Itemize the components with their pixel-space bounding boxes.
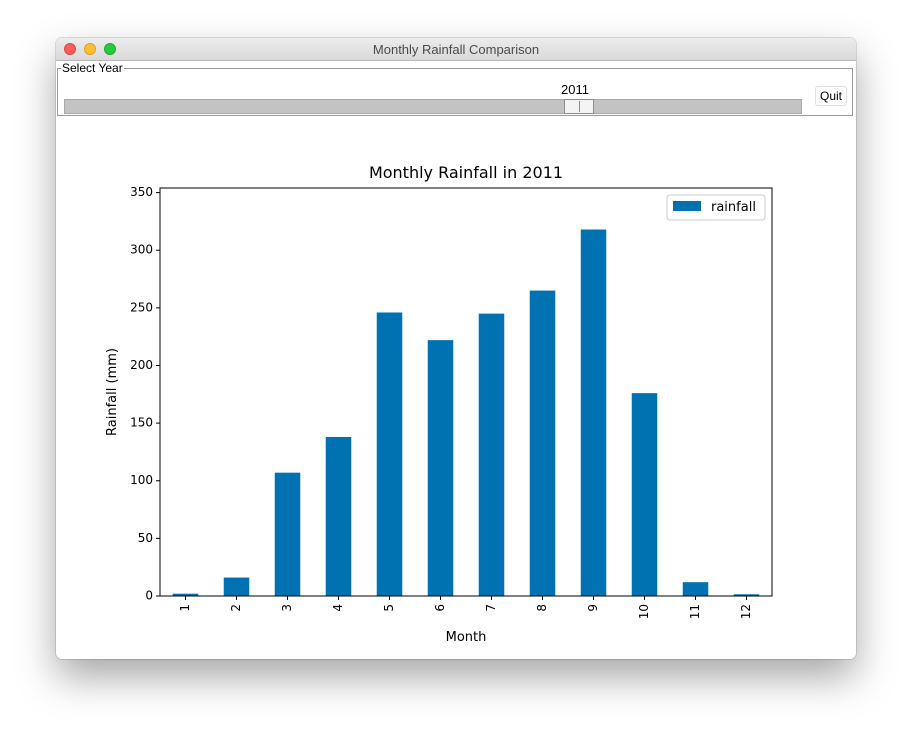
legend-swatch — [673, 201, 701, 211]
y-tick-label: 250 — [130, 300, 153, 314]
window-title: Monthly Rainfall Comparison — [372, 42, 540, 57]
bar-month-12 — [733, 594, 760, 596]
quit-button[interactable]: Quit — [815, 86, 847, 106]
y-tick-label: 300 — [130, 243, 153, 257]
x-tick-label: 11 — [688, 604, 702, 619]
y-tick-label: 350 — [130, 185, 153, 199]
bar-month-2 — [223, 577, 250, 596]
bar-month-10 — [631, 393, 658, 596]
y-tick-label: 150 — [130, 416, 153, 430]
minimize-window-button[interactable] — [84, 43, 96, 55]
y-tick-label: 100 — [130, 473, 153, 487]
x-axis-label: Month — [446, 630, 487, 645]
year-selector-group — [57, 68, 853, 116]
y-tick-label: 0 — [145, 589, 153, 603]
x-tick-label: 12 — [739, 604, 753, 619]
year-selector-label: Select Year — [61, 61, 124, 75]
legend: rainfall — [666, 194, 766, 221]
y-tick-label: 50 — [138, 531, 153, 545]
x-tick-label: 10 — [637, 604, 651, 619]
x-tick-label: 5 — [382, 604, 396, 612]
plot-frame — [159, 187, 773, 597]
bar-month-4 — [325, 436, 352, 596]
x-tick-label: 2 — [229, 604, 243, 612]
year-slider-track[interactable] — [64, 99, 802, 114]
year-slider-handle[interactable] — [564, 99, 594, 114]
rainfall-chart: Monthly Rainfall in 2011 Rainfall (mm) M… — [105, 163, 773, 645]
slider-value-label: 2011 — [561, 82, 589, 97]
bar-month-7 — [478, 313, 505, 596]
y-tick-label: 200 — [130, 358, 153, 372]
x-tick-label: 3 — [280, 604, 294, 612]
bar-month-6 — [427, 340, 454, 596]
legend-label: rainfall — [711, 200, 756, 215]
x-tick-label: 9 — [586, 604, 600, 612]
maximize-window-button[interactable] — [104, 43, 116, 55]
x-tick-label: 1 — [178, 604, 192, 612]
y-axis-label: Rainfall (mm) — [105, 348, 120, 436]
bar-month-1 — [172, 593, 199, 596]
bar-month-5 — [376, 312, 403, 596]
bar-month-8 — [529, 290, 556, 596]
x-tick-label: 8 — [535, 604, 549, 612]
chart-title: Monthly Rainfall in 2011 — [369, 163, 563, 182]
bar-month-11 — [682, 582, 709, 596]
app-window: Monthly Rainfall Comparison Select Year … — [56, 38, 856, 659]
x-tick-label: 6 — [433, 604, 447, 612]
title-bar: Monthly Rainfall Comparison — [56, 38, 856, 61]
bar-month-3 — [274, 472, 301, 596]
bars-layer — [172, 229, 760, 596]
close-window-button[interactable] — [64, 43, 76, 55]
bar-month-9 — [580, 229, 607, 596]
x-tick-label: 4 — [331, 604, 345, 612]
x-tick-label: 7 — [484, 604, 498, 612]
